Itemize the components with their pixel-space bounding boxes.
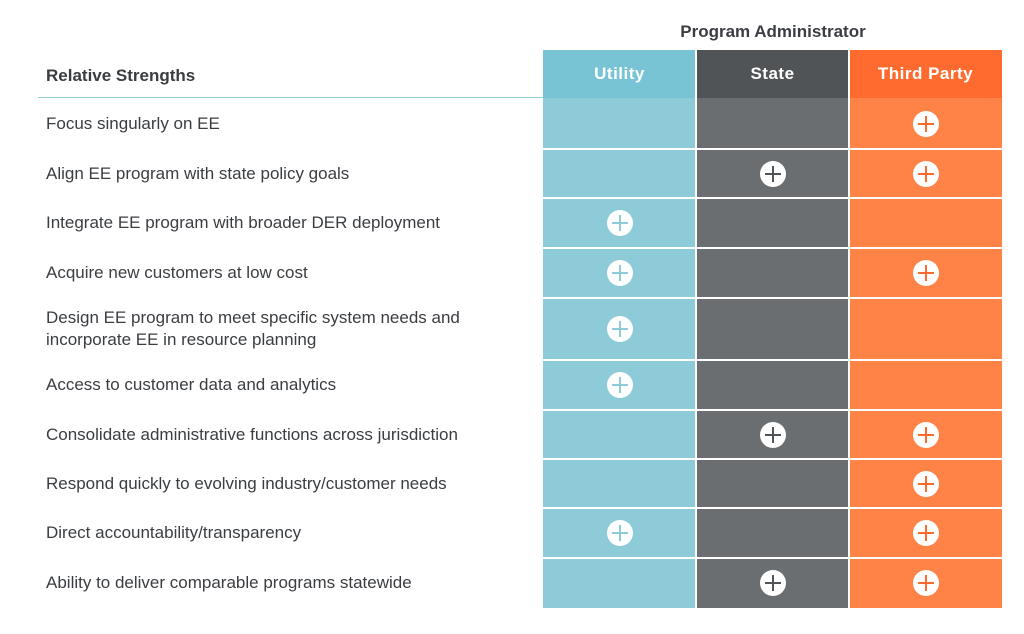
row-label: Direct accountability/transparency xyxy=(46,523,302,542)
row-label: Ability to deliver comparable programs s… xyxy=(46,573,412,592)
plus-circle-icon xyxy=(912,260,939,286)
plus-circle-icon xyxy=(912,421,939,448)
plus-circle-icon xyxy=(759,160,786,187)
plus-circle-icon xyxy=(606,372,633,398)
row-separator xyxy=(543,507,1003,509)
plus-circle-icon xyxy=(606,316,633,342)
column-header-third-party: Third Party xyxy=(849,50,1002,98)
row-label: Respond quickly to evolving industry/cus… xyxy=(46,473,447,493)
row-label: Focus singularly on EE xyxy=(46,113,220,133)
plus-circle-icon xyxy=(759,570,786,596)
plus-circle-icon xyxy=(912,570,939,596)
row-separator xyxy=(543,458,1003,460)
column-header-state: State xyxy=(696,50,849,98)
plus-circle-icon xyxy=(606,210,633,236)
row-separator xyxy=(543,197,1003,199)
row-separator xyxy=(543,247,1003,249)
row-separator xyxy=(543,148,1003,150)
row-label: Consolidate administrative functions acr… xyxy=(46,424,458,444)
row-separator xyxy=(543,557,1003,559)
row-label: Acquire new customers at low cost xyxy=(46,263,308,282)
row-header: Relative Strengths xyxy=(46,66,196,85)
plus-circle-icon xyxy=(759,421,786,448)
row-separator xyxy=(543,297,1003,299)
plus-circle-icon xyxy=(912,470,939,497)
plus-circle-icon xyxy=(606,520,633,546)
row-separator xyxy=(543,359,1003,361)
row-label: Integrate EE program with broader DER de… xyxy=(46,213,441,232)
plus-circle-icon xyxy=(912,160,939,187)
row-label: Align EE program with state policy goals xyxy=(46,163,350,183)
plus-circle-icon xyxy=(606,260,633,286)
header-divider xyxy=(38,97,544,98)
plus-circle-icon xyxy=(912,110,939,137)
column-separator xyxy=(695,50,697,608)
row-label: Access to customer data and analytics xyxy=(46,375,337,394)
plus-circle-icon xyxy=(912,520,939,546)
column-header-utility: Utility xyxy=(543,50,696,98)
row-label: Design EE program to meet specific syste… xyxy=(46,308,460,349)
row-separator xyxy=(543,409,1003,411)
column-separator xyxy=(848,50,850,608)
chart-title: Program Administrator xyxy=(680,22,866,41)
